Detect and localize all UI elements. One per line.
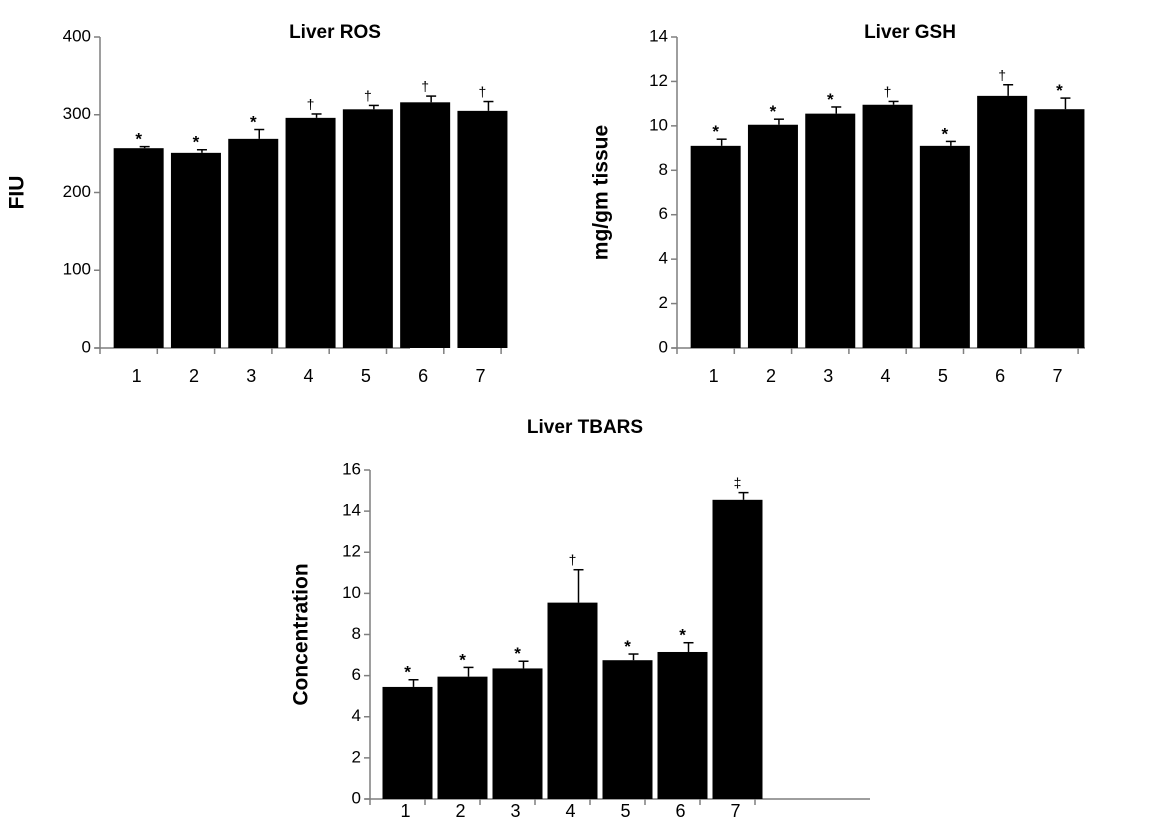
bar-4: [862, 104, 913, 348]
chart-title: Liver TBARS: [527, 417, 643, 438]
significance-marker: *: [679, 626, 686, 645]
y-tick-label: 4: [352, 706, 361, 725]
y-axis-label: Concentration: [290, 563, 313, 705]
x-category-label: 5: [938, 366, 948, 386]
liver-gsh-svg: Liver GSH mg/gm tissue 0 2 4 6 8 10 12 14 * 1 * 2 * 3 † 4…: [590, 22, 1085, 386]
significance-marker: *: [250, 113, 257, 132]
bar-5: [342, 109, 393, 349]
bar-5: [602, 660, 653, 799]
x-category-label: 4: [565, 801, 575, 821]
chart-title: Liver GSH: [864, 22, 956, 43]
y-tick-label: 14: [342, 501, 361, 520]
x-category-label: 7: [730, 801, 740, 821]
bar-7: [1034, 109, 1085, 348]
y-tick-label: 2: [352, 747, 361, 766]
y-axis-label: FIU: [6, 176, 29, 210]
y-tick-label: 12: [649, 71, 668, 90]
significance-marker: *: [1056, 81, 1063, 100]
significance-marker: *: [770, 102, 777, 121]
liver-ros-svg: Liver ROS FIU 0 100 200 300 400 * 1 * 2 * 3 † 4 † 5 † 6 † 7: [6, 22, 508, 386]
liver-gsh-chart: Liver GSH mg/gm tissue 0 2 4 6 8 10 12 14 * 1 * 2 * 3 † 4…: [580, 0, 1158, 390]
y-tick-label: 200: [63, 182, 91, 201]
x-category-label: 2: [455, 801, 465, 821]
bar-6: [657, 651, 708, 799]
significance-marker: †: [569, 552, 577, 568]
y-tick-label: 0: [82, 337, 91, 356]
y-tick-label: 12: [342, 542, 361, 561]
x-category-label: 2: [189, 366, 199, 386]
y-tick-label: 6: [352, 665, 361, 684]
x-category-label: 6: [675, 801, 685, 821]
significance-marker: *: [624, 637, 631, 656]
bar-2: [170, 152, 221, 348]
x-category-label: 3: [510, 801, 520, 821]
significance-marker: †: [884, 83, 892, 99]
significance-marker: †: [364, 87, 372, 103]
bar-3: [228, 138, 279, 348]
bar-7: [712, 499, 763, 799]
bar-7: [457, 110, 508, 348]
bar-1: [690, 145, 741, 348]
bar-6: [400, 102, 451, 348]
bar-2: [747, 124, 798, 348]
y-tick-label: 100: [63, 260, 91, 279]
y-tick-label: 0: [659, 337, 668, 356]
bar-4: [285, 117, 336, 348]
x-category-label: 7: [475, 366, 485, 386]
significance-marker: *: [514, 644, 521, 663]
y-tick-label: 8: [659, 160, 668, 179]
y-tick-label: 2: [659, 293, 668, 312]
bar-3: [805, 113, 856, 348]
y-axis-label: mg/gm tissue: [590, 125, 613, 260]
x-category-label: 1: [400, 801, 410, 821]
liver-tbars-svg: Liver TBARS Concentration 0 2 4 6 8 10 12 14 16 * 1 *…: [290, 417, 870, 821]
x-category-label: 5: [620, 801, 630, 821]
bar-1: [113, 148, 164, 348]
significance-marker: *: [712, 122, 719, 141]
x-category-label: 4: [881, 366, 891, 386]
y-tick-label: 4: [659, 249, 668, 268]
y-tick-label: 6: [659, 204, 668, 223]
y-tick-label: 16: [342, 459, 361, 478]
x-category-label: 3: [246, 366, 256, 386]
liver-ros-chart: Liver ROS FIU 0 100 200 300 400 * 1 * 2 * 3 † 4 † 5 † 6 † 7: [0, 0, 580, 390]
x-category-label: 2: [766, 366, 776, 386]
significance-marker: *: [827, 90, 834, 109]
x-category-label: 3: [823, 366, 833, 386]
y-tick-label: 10: [649, 115, 668, 134]
significance-marker: †: [307, 96, 315, 112]
chart-title: Liver ROS: [289, 22, 381, 43]
bar-1: [382, 686, 433, 799]
y-tick-label: 300: [63, 104, 91, 123]
significance-marker: †: [479, 84, 487, 100]
significance-marker: *: [193, 133, 200, 152]
x-category-label: 6: [995, 366, 1005, 386]
bar-6: [977, 95, 1028, 348]
x-category-label: 1: [709, 366, 719, 386]
significance-marker: †: [421, 78, 429, 94]
bar-5: [919, 145, 970, 348]
x-category-label: 6: [418, 366, 428, 386]
x-category-label: 7: [1052, 366, 1062, 386]
liver-tbars-chart: Liver TBARS Concentration 0 2 4 6 8 10 12 14 16 * 1 *…: [280, 400, 880, 826]
y-tick-label: 8: [352, 624, 361, 643]
x-category-label: 4: [304, 366, 314, 386]
significance-marker: †: [998, 67, 1006, 83]
bar-3: [492, 668, 543, 799]
y-tick-label: 10: [342, 583, 361, 602]
x-category-label: 5: [361, 366, 371, 386]
y-tick-label: 400: [63, 26, 91, 45]
significance-marker: *: [404, 663, 411, 682]
x-category-label: 1: [132, 366, 142, 386]
y-tick-label: 0: [352, 788, 361, 807]
significance-marker: *: [135, 130, 142, 149]
significance-marker: ‡: [734, 475, 742, 491]
significance-marker: *: [459, 650, 466, 669]
y-tick-label: 14: [649, 26, 668, 45]
significance-marker: *: [942, 124, 949, 143]
bar-2: [437, 676, 488, 799]
bar-4: [547, 602, 598, 799]
